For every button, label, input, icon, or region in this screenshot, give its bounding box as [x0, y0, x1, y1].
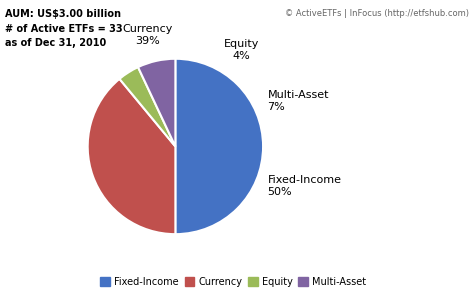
Wedge shape [138, 59, 175, 147]
Legend: Fixed-Income, Currency, Equity, Multi-Asset: Fixed-Income, Currency, Equity, Multi-As… [99, 275, 368, 289]
Text: AUM: US$3.00 billion
# of Active ETFs = 33
as of Dec 31, 2010: AUM: US$3.00 billion # of Active ETFs = … [5, 9, 122, 49]
Wedge shape [88, 79, 175, 234]
Text: © ActiveETFs | InFocus (http://etfshub.com): © ActiveETFs | InFocus (http://etfshub.c… [285, 9, 469, 18]
Text: Equity
4%: Equity 4% [223, 39, 259, 60]
Text: Multi-Asset
7%: Multi-Asset 7% [267, 90, 329, 112]
Wedge shape [119, 67, 175, 147]
Text: Fixed-Income
50%: Fixed-Income 50% [267, 175, 341, 197]
Text: Currency
39%: Currency 39% [122, 24, 173, 46]
Wedge shape [175, 59, 263, 234]
